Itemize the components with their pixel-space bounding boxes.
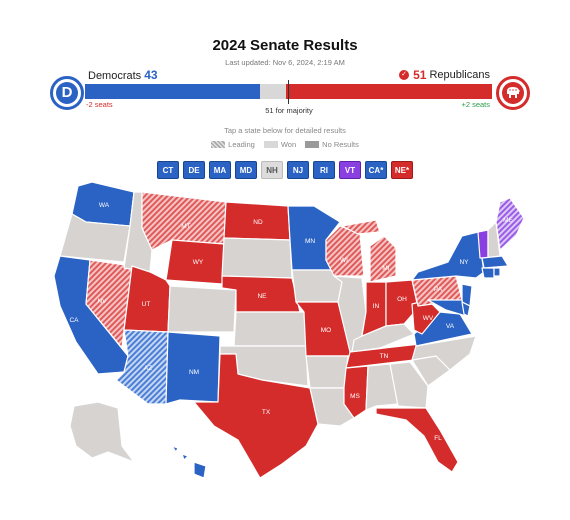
democrats-label: Democrats (88, 70, 142, 82)
democrats-seat-bar (85, 84, 260, 99)
state-chip-ne-special[interactable]: NE* (391, 161, 413, 179)
state-hi[interactable] (171, 445, 207, 479)
legend-won: Won (263, 140, 296, 149)
legend-leading: Leading (211, 140, 255, 149)
label-va: VA (446, 323, 455, 330)
state-chip-ct[interactable]: CT (157, 161, 179, 179)
label-wa: WA (99, 202, 110, 209)
state-nm[interactable] (165, 331, 221, 405)
label-nm: NM (189, 369, 199, 376)
page-title: 2024 Senate Results (212, 37, 358, 54)
state-mi[interactable] (369, 235, 397, 283)
state-chip-nj[interactable]: NJ (287, 161, 309, 179)
label-fl: FL (434, 435, 442, 442)
democrats-seat-change: -2 seats (86, 100, 113, 109)
label-az: AZ (144, 365, 152, 372)
legend-no-results: No Results (305, 140, 359, 149)
state-md[interactable] (427, 299, 467, 317)
republicans-header: ✓ 51 Republicans (399, 68, 490, 82)
state-chip-vt[interactable]: VT (339, 161, 361, 179)
label-mt: MT (181, 223, 190, 230)
map-legend: Leading Won No Results (0, 140, 570, 149)
state-chip-ca-special[interactable]: CA* (365, 161, 387, 179)
label-hi: HI (187, 464, 194, 471)
state-ct[interactable] (481, 267, 495, 279)
label-oh: OH (397, 296, 407, 303)
democrats-seat-count: 43 (144, 68, 158, 82)
state-sd[interactable] (221, 237, 293, 279)
majority-marker (288, 80, 289, 104)
label-wy: WY (193, 259, 204, 266)
democrats-header: Democrats 43 (88, 68, 158, 82)
label-mn: MN (305, 238, 315, 245)
state-fl[interactable] (375, 407, 459, 473)
state-chip-md[interactable]: MD (235, 161, 257, 179)
label-tn: TN (380, 353, 389, 360)
instructions-text: Tap a state below for detailed results (224, 126, 346, 135)
state-chip-nh[interactable]: NH (261, 161, 283, 179)
state-chip-de[interactable]: DE (183, 161, 205, 179)
label-nd: ND (253, 219, 263, 226)
state-ny[interactable] (411, 231, 485, 281)
label-mi: MI (382, 265, 389, 272)
label-tx: TX (262, 409, 271, 416)
state-nc[interactable] (411, 335, 477, 371)
state-ga[interactable] (389, 361, 429, 409)
label-ms: MS (350, 393, 360, 400)
state-ri[interactable] (493, 267, 501, 277)
leading-swatch (211, 141, 226, 148)
republican-logo-icon (496, 76, 530, 110)
republicans-seat-change: +2 seats (461, 100, 490, 109)
state-ma[interactable] (481, 255, 509, 269)
label-wv: WV (423, 315, 434, 322)
check-icon: ✓ (399, 70, 410, 80)
undecided-seat-bar (260, 84, 286, 99)
state-ar[interactable] (305, 355, 349, 389)
republicans-seat-count: 51 (413, 68, 427, 82)
label-ny: NY (459, 259, 469, 266)
democrat-logo-icon: D (50, 76, 84, 110)
state-mi-up[interactable] (341, 219, 381, 235)
state-de[interactable] (461, 301, 471, 317)
state-co[interactable] (167, 285, 237, 333)
state-ut[interactable] (123, 265, 171, 333)
last-updated: Last updated: Nov 6, 2024, 2:19 AM (225, 58, 345, 67)
won-swatch (263, 141, 278, 148)
state-chip-ri[interactable]: RI (313, 161, 335, 179)
state-me[interactable] (495, 197, 525, 251)
label-ca: CA (69, 317, 79, 324)
state-chip-row: CT DE MA MD NH NJ RI VT CA* NE* (0, 161, 570, 179)
state-wi[interactable] (325, 225, 365, 277)
state-chip-ma[interactable]: MA (209, 161, 231, 179)
no-results-swatch (305, 141, 320, 148)
label-ne: NE (257, 293, 267, 300)
label-in: IN (373, 303, 380, 310)
majority-label: 51 for majority (265, 106, 313, 115)
label-ut: UT (142, 301, 151, 308)
state-ak[interactable] (69, 401, 135, 463)
label-me: ME (503, 217, 513, 224)
state-vt[interactable] (477, 229, 489, 259)
state-tx[interactable] (193, 353, 319, 479)
republicans-seat-bar (286, 84, 492, 99)
label-wi: WI (340, 257, 348, 264)
state-oh[interactable] (385, 279, 419, 327)
state-al[interactable] (365, 363, 399, 411)
label-mo: MO (321, 327, 331, 334)
label-nv: NV (97, 298, 107, 305)
state-ks[interactable] (233, 311, 307, 347)
label-pa: PA (434, 286, 443, 293)
republicans-label: Republicans (429, 69, 490, 81)
